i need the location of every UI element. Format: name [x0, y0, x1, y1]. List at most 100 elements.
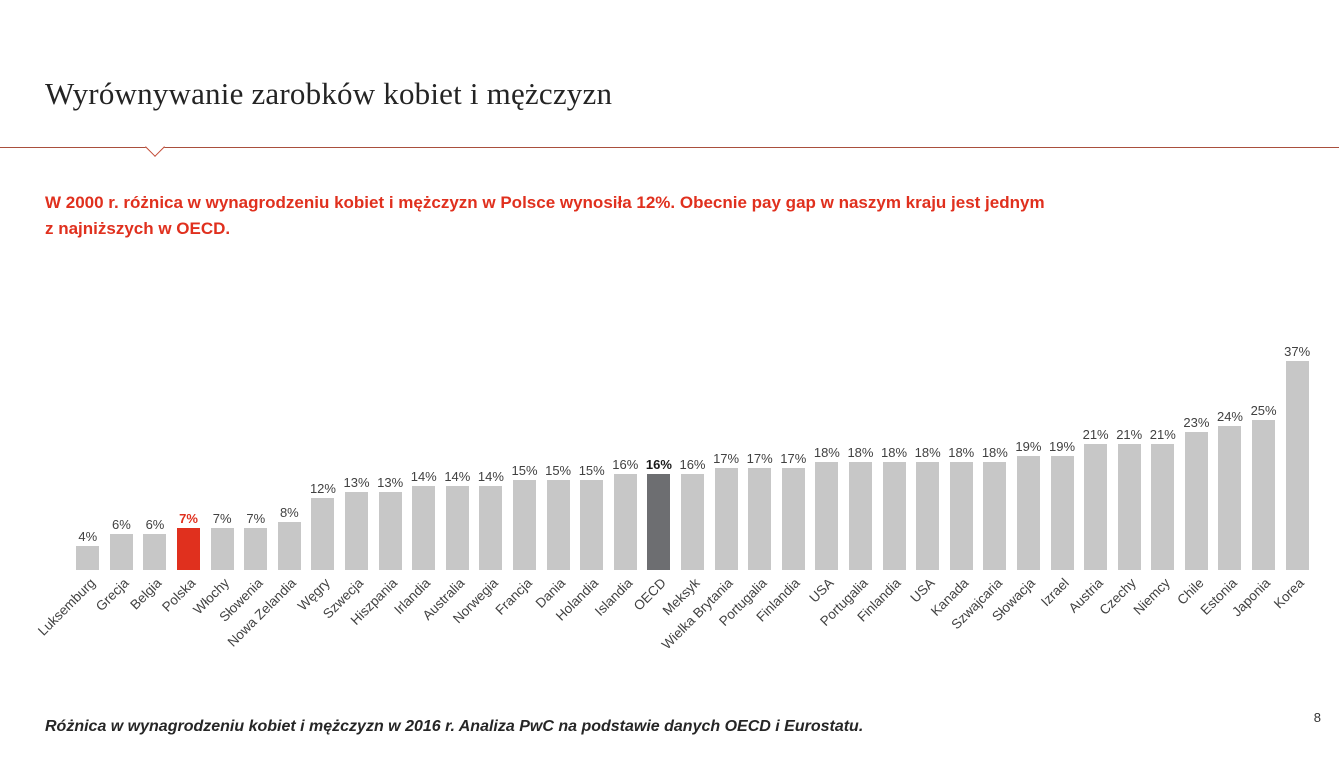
bar-group: 4% Luksemburg: [35, 345, 105, 638]
bar-group: 17% Portugalia: [716, 345, 777, 629]
bar: [277, 522, 301, 570]
bar: [580, 480, 604, 570]
bar-category-label: Korea: [1270, 575, 1308, 612]
bar-value-label: 19%: [1049, 439, 1076, 454]
bar-category-label: Islandia: [591, 575, 636, 619]
bar-value-label: 25%: [1250, 403, 1277, 418]
bar: [1117, 444, 1141, 570]
bar: [345, 492, 369, 570]
bar: [983, 462, 1007, 570]
bar-group: 6% Belgia: [128, 345, 172, 612]
bar-value-label: 15%: [511, 463, 538, 478]
bar-group: 16% Islandia: [592, 345, 643, 619]
bar-value-label: 15%: [545, 463, 572, 478]
bar-value-label: 17%: [780, 451, 807, 466]
bar-value-label: 16%: [679, 457, 706, 472]
bar-group: 13% Szwecja: [320, 345, 374, 621]
bar: [210, 528, 234, 570]
bar: [647, 474, 671, 570]
bar-value-label: 17%: [713, 451, 740, 466]
bar-value-label: 18%: [881, 445, 908, 460]
bar-group: 18% USA: [907, 345, 945, 606]
bar-group: 15% Francja: [492, 345, 542, 618]
bar-category-label: Grecja: [92, 575, 132, 615]
bar-group: 17% Finlandia: [754, 345, 810, 625]
bar-value-label: 18%: [813, 445, 840, 460]
bar-value-label: 18%: [914, 445, 941, 460]
bar-value-label: 14%: [477, 469, 504, 484]
bar: [748, 468, 772, 570]
bar-value-label: 24%: [1216, 409, 1243, 424]
bar-value-label: 8%: [279, 505, 299, 520]
bar-category-label: Czechy: [1096, 575, 1140, 618]
bar: [949, 462, 973, 570]
bar: [1184, 432, 1208, 570]
bar-value-label: 7%: [246, 511, 266, 526]
bar-group: 25% Japonia: [1229, 345, 1281, 619]
bar: [445, 486, 469, 570]
bar: [109, 534, 133, 570]
bar-group: 21% Niemcy: [1130, 345, 1180, 618]
bar: [781, 468, 805, 570]
lead-text: W 2000 r. różnica w wynagrodzeniu kobiet…: [45, 193, 1045, 238]
bar-category-label: Francja: [491, 575, 535, 618]
bar-value-label: 7%: [212, 511, 232, 526]
bar-group: 14% Norwegia: [450, 345, 508, 626]
bar-group: 15% Holandia: [553, 345, 609, 624]
bar: [1252, 420, 1276, 570]
bar-group: 15% Dania: [532, 345, 575, 611]
divider-line: [0, 137, 1339, 157]
bar-value-label: 18%: [847, 445, 874, 460]
bar: [378, 492, 402, 570]
bar: [848, 462, 872, 570]
bar-value-label: 7%: [179, 511, 198, 526]
bar: [1084, 444, 1108, 570]
bar-value-label: 23%: [1183, 415, 1210, 430]
bar-value-label: 6%: [111, 517, 131, 532]
bar-category-label: Belgia: [127, 575, 165, 613]
bar-value-label: 17%: [746, 451, 773, 466]
bar-group: 6% Grecja: [93, 345, 139, 614]
bar: [1016, 456, 1040, 570]
bar-category-label: Luksemburg: [34, 575, 98, 639]
bar: [714, 468, 738, 570]
bar: [1151, 444, 1175, 570]
bar: [1285, 361, 1309, 570]
bar-value-label: 6%: [145, 517, 165, 532]
bar-category-label: USA: [806, 575, 837, 606]
bar-group: 16% OECD: [631, 345, 676, 613]
source-caption: Różnica w wynagrodzeniu kobiet i mężczyz…: [45, 718, 864, 735]
bar-value-label: 21%: [1116, 427, 1143, 442]
bar-value-label: 4%: [78, 529, 98, 544]
bar-group: 18% Szwajcaria: [948, 345, 1012, 632]
bar-value-label: 18%: [981, 445, 1008, 460]
page-title: Wyrównywanie zarobków kobiet i mężczyzn: [45, 76, 613, 111]
bar-group: 12% Węgry: [295, 345, 340, 613]
bar-value-label: 18%: [948, 445, 975, 460]
bar-group: 14% Australia: [419, 345, 475, 623]
bar-value-label: 14%: [410, 469, 437, 484]
bar: [1218, 426, 1242, 570]
bar: [143, 534, 167, 570]
bar: [311, 498, 335, 570]
bar-group: 7% Słowenia: [216, 345, 273, 625]
bar-category-label: Niemcy: [1130, 575, 1173, 618]
bar-value-label: 13%: [343, 475, 370, 490]
bar-value-label: 12%: [309, 481, 336, 496]
bar-value-label: 21%: [1149, 427, 1176, 442]
bar-group: 18% Finlandia: [855, 345, 911, 625]
bar-group: 23% Chile: [1174, 345, 1214, 608]
bar-value-label: 13%: [377, 475, 404, 490]
bar-group: 19% Słowacja: [990, 345, 1046, 624]
bar-group: 8% Nowa Zelandia: [225, 345, 307, 650]
bar-group: 13% Hiszpania: [348, 345, 407, 628]
bar-group: 16% Meksyk: [659, 345, 710, 618]
bar-value-label: 16%: [645, 457, 672, 472]
bar-value-label: 37%: [1284, 344, 1311, 359]
bar-value-label: 19%: [1015, 439, 1042, 454]
bar-group: 21% Austria: [1065, 345, 1113, 616]
bar-group: 19% Izrael: [1038, 345, 1079, 609]
page-number: 8: [1313, 710, 1321, 725]
bar: [244, 528, 268, 570]
